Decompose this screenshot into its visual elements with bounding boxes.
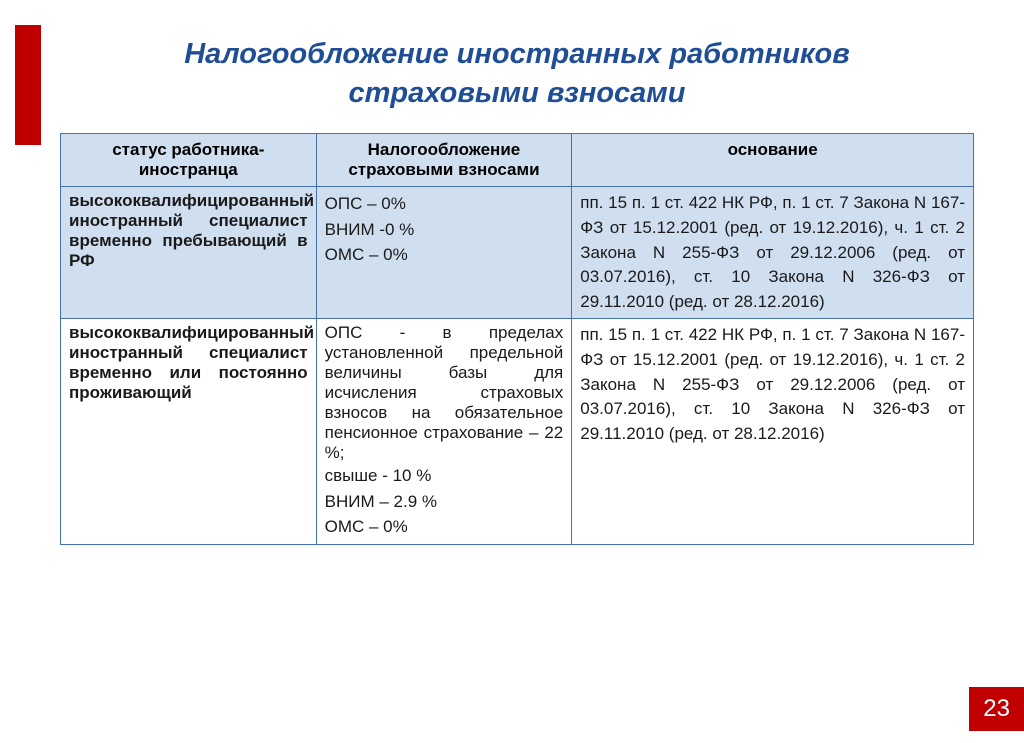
slide-container: Налогообложение иностранных работников с… bbox=[0, 20, 1024, 743]
title-line1: Налогообложение иностранных работников bbox=[184, 38, 850, 70]
taxation-line: ВНИМ -0 % bbox=[325, 217, 564, 243]
table-row: высококвалифицированный иностранный спец… bbox=[61, 319, 974, 545]
taxation-justify: ОПС - в пределах установленной предельно… bbox=[325, 323, 564, 463]
taxation-line: ОМС – 0% bbox=[325, 514, 564, 540]
taxation-line: ОПС – 0% bbox=[325, 191, 564, 217]
header-taxation: Налогообложение страховыми взносами bbox=[316, 134, 572, 187]
header-basis: основание bbox=[572, 134, 974, 187]
table-header-row: статус работника-иностранца Налогообложе… bbox=[61, 134, 974, 187]
accent-bar bbox=[15, 25, 41, 145]
table-wrapper: статус работника-иностранца Налогообложе… bbox=[60, 133, 974, 545]
taxation-line: ОМС – 0% bbox=[325, 242, 564, 268]
table-row: высококвалифицированный иностранный спец… bbox=[61, 187, 974, 319]
title-line2: страховыми взносами bbox=[349, 77, 686, 109]
taxation-extra-lines: свыше - 10 % ВНИМ – 2.9 % ОМС – 0% bbox=[325, 463, 564, 540]
taxation-cell: ОПС – 0% ВНИМ -0 % ОМС – 0% bbox=[316, 187, 572, 319]
taxation-line: ВНИМ – 2.9 % bbox=[325, 489, 564, 515]
taxation-cell: ОПС - в пределах установленной предельно… bbox=[316, 319, 572, 545]
basis-cell: пп. 15 п. 1 ст. 422 НК РФ, п. 1 ст. 7 За… bbox=[572, 319, 974, 545]
slide-title: Налогообложение иностранных работников с… bbox=[80, 35, 954, 113]
status-cell: высококвалифицированный иностранный спец… bbox=[61, 187, 317, 319]
status-cell: высококвалифицированный иностранный спец… bbox=[61, 319, 317, 545]
page-number-badge: 23 bbox=[969, 687, 1024, 731]
basis-cell: пп. 15 п. 1 ст. 422 НК РФ, п. 1 ст. 7 За… bbox=[572, 187, 974, 319]
taxation-line: свыше - 10 % bbox=[325, 463, 564, 489]
taxation-table: статус работника-иностранца Налогообложе… bbox=[60, 133, 974, 545]
title-box: Налогообложение иностранных работников с… bbox=[60, 20, 974, 133]
header-status: статус работника-иностранца bbox=[61, 134, 317, 187]
